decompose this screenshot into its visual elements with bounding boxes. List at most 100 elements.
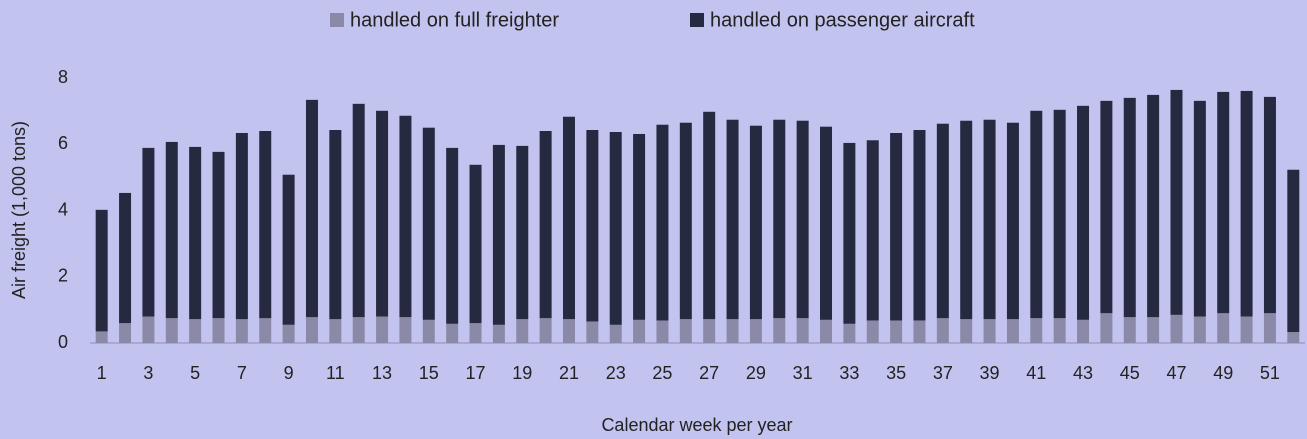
bar-segment [469,164,482,324]
bar-segment [1030,318,1043,343]
bar-segment [1100,100,1113,314]
bar-segment [633,319,646,343]
bar-segment [235,319,248,343]
y-tick-label: 8 [58,67,68,87]
bar-segment [820,126,833,320]
bar-segment [726,119,739,320]
bar-segment [399,115,412,318]
bar-segment [679,122,692,320]
bar-segment [679,319,692,343]
bar-segment [1217,313,1230,343]
bar-segment [352,103,365,318]
legend-label: handled on full freighter [350,9,559,31]
y-tick-label: 2 [58,266,68,286]
bar-segment [492,324,505,343]
bar-segment [1053,109,1066,319]
bar-segment [749,125,762,320]
bar-segment [516,319,529,343]
bar-segment [562,116,575,320]
bar-segment [843,142,856,324]
bar-segment [259,131,272,319]
bar-segment [119,323,132,343]
y-tick-label: 6 [58,133,68,153]
bar-segment [212,151,225,319]
bar-segment [586,321,599,343]
bar-segment [446,323,459,343]
x-tick-label: 31 [793,363,813,383]
x-tick-label: 5 [190,363,200,383]
legend-swatch [330,13,344,27]
x-tick-label: 33 [839,363,859,383]
bar-segment [1170,314,1183,343]
x-tick-label: 23 [606,363,626,383]
bar-segment [866,140,879,321]
bar-segment [1193,100,1206,317]
bar-segment [142,316,155,343]
bar-segment [329,319,342,343]
bar-segment [235,132,248,320]
x-tick-label: 47 [1166,363,1186,383]
bar-segment [1006,319,1019,343]
y-axis-title: Air freight (1,000 tons) [9,121,29,299]
bar-segment [1217,91,1230,314]
x-tick-label: 15 [419,363,439,383]
bar-segment [189,146,202,320]
bar-segment [376,316,389,343]
bar-segment [1240,316,1253,343]
bar-segment [656,320,669,343]
bar-segment [1287,169,1300,333]
bar-segment [773,119,786,319]
bar-segment [1053,318,1066,343]
x-tick-label: 35 [886,363,906,383]
bar-segment [960,319,973,343]
bar-segment [633,133,646,320]
x-tick-label: 11 [326,363,345,383]
bar-segment [983,319,996,343]
x-tick-label: 41 [1026,363,1046,383]
bar-segment [305,317,318,343]
x-tick-label: 17 [466,363,486,383]
bar-segment [913,130,926,321]
bar-segment [843,323,856,343]
bar-segment [95,331,108,343]
bar-segment [1287,332,1300,343]
bar-segment [773,318,786,343]
x-tick-label: 45 [1120,363,1140,383]
bar-segment [1263,313,1276,343]
bar-segment [1123,97,1136,318]
bar-segment [329,130,342,320]
bar-segment [376,110,389,317]
bar-segment [142,147,155,317]
bar-segment [866,320,879,343]
y-tick-label: 0 [58,332,68,352]
bar-segment [352,317,365,343]
bar-segment [399,317,412,343]
bar-segment [1193,316,1206,343]
bar-segment [165,318,178,343]
bar-segment [726,319,739,343]
bar-segment [703,319,716,343]
bar-segment [1100,313,1113,343]
x-tick-label: 21 [559,363,579,383]
bar-segment [960,120,973,320]
bar-segment [749,319,762,343]
bar-segment [609,131,622,325]
x-tick-label: 49 [1213,363,1233,383]
bar-segment [1006,122,1019,320]
legend-swatch [690,13,704,27]
bar-segment [890,320,903,343]
bar-segment [282,174,295,325]
bar-segment [516,145,529,320]
bar-segment [703,111,716,320]
bar-segment [165,141,178,319]
x-tick-label: 13 [372,363,392,383]
x-tick-label: 25 [652,363,672,383]
bar-segment [446,147,459,324]
bar-segment [539,131,552,319]
y-tick-label: 4 [58,199,68,219]
bar-segment [890,132,903,321]
bar-segment [1030,110,1043,319]
x-tick-label: 39 [980,363,1000,383]
x-tick-label: 19 [512,363,532,383]
